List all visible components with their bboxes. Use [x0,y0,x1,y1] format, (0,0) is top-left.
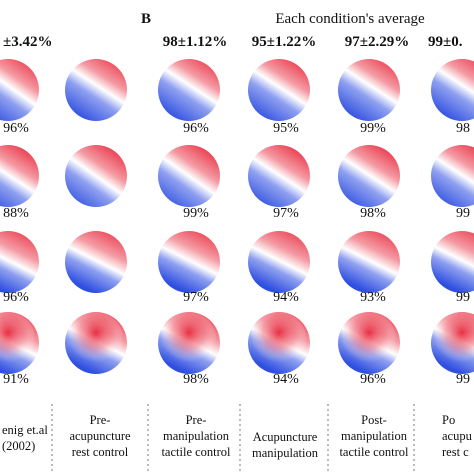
column-label-4-line-1: Acupuncture [253,430,318,444]
figure-labels: B Each condition's average ±3.42% 98±1.12% 9… [2,11,473,474]
percentage-r3-c4: 94% [273,290,299,305]
topomap-core-r4-c2 [69,312,123,366]
column-label-3-line-3: tactile control [161,445,231,459]
topomap-core-r4-c3 [162,312,216,366]
topomap-r2-c2 [65,145,127,207]
column-label-6-line-3: rest c [442,445,469,459]
column-label-5-line-2: manipulation [341,429,408,443]
column-average-5: 97±2.29% [345,34,409,50]
column-label-1-line-2: (2002) [2,439,35,453]
column-average-6: 99±0. [428,34,463,50]
topomap-grid [0,59,474,374]
percentage-r1-c6: 98 [456,121,470,136]
topomap-r3-c1 [0,231,39,293]
topomap-r3-c4 [248,231,310,293]
column-label-6-line-2: acupu [442,429,473,443]
percentage-r3-c6: 99 [456,290,470,305]
topomap-core-r4-c6 [435,312,474,366]
percentage-r2-c5: 98% [360,206,386,221]
topomap-r1-c3 [158,59,220,121]
topomap-r1-c1 [0,59,39,121]
topomap-r1-c6 [431,59,474,121]
percentage-r4-c6: 99 [456,372,470,387]
column-label-5-line-1: Post- [361,413,387,427]
column-label-2-line-2: acupuncture [69,429,131,443]
topomap-core-r4-c5 [342,312,396,366]
column-label-4-line-2: manipulation [252,446,319,460]
percentage-r4-c1: 91% [3,372,29,387]
panel-title: Each condition's average [275,11,425,27]
column-label-1-line-1: enig et.al [2,423,48,437]
topomap-r2-c6 [431,145,474,207]
percentage-r2-c3: 99% [183,206,209,221]
percentage-r3-c5: 93% [360,290,386,305]
topomap-r3-c2 [65,231,127,293]
percentage-r4-c3: 98% [183,372,209,387]
topomap-core-r4-c1 [0,312,35,366]
percentage-r4-c4: 94% [273,372,299,387]
topomap-r2-c3 [158,145,220,207]
percentage-r1-c4: 95% [273,121,299,136]
column-label-3-line-1: Pre- [186,413,207,427]
column-label-2-line-1: Pre- [90,413,111,427]
column-average-1: ±3.42% [3,34,52,50]
column-label-3-line-2: manipulation [163,429,230,443]
column-label-5-line-3: tactile control [339,445,409,459]
percentage-r2-c4: 97% [273,206,299,221]
topomap-r1-c4 [248,59,310,121]
column-label-2-line-3: rest control [72,445,129,459]
topomap-r2-c4 [248,145,310,207]
percentage-r3-c3: 97% [183,290,209,305]
topomap-core-r4-c4 [252,312,306,366]
percentage-r1-c5: 99% [360,121,386,136]
topomap-r3-c3 [158,231,220,293]
topomap-r1-c5 [338,59,400,121]
topomap-r2-c5 [338,145,400,207]
percentage-r3-c1: 96% [3,290,29,305]
column-label-6-line-1: Po [442,413,455,427]
percentage-r1-c1: 96% [3,121,29,136]
percentage-r2-c1: 88% [3,206,29,221]
column-average-3: 98±1.12% [163,34,227,50]
column-average-4: 95±1.22% [252,34,316,50]
topomap-r3-c5 [338,231,400,293]
percentage-r1-c3: 96% [183,121,209,136]
topomap-r1-c2 [65,59,127,121]
percentage-r4-c5: 96% [360,372,386,387]
topomap-r2-c1 [0,145,39,207]
panel-letter: B [141,11,151,27]
percentage-r2-c6: 99 [456,206,470,221]
topomap-r3-c6 [431,231,474,293]
